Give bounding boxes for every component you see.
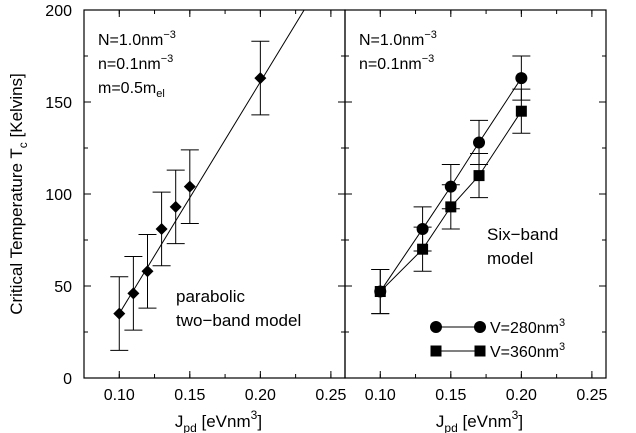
data-layer [371,55,531,315]
y-axis-label-unit: [Kelvins] [7,73,26,142]
model-annotation: two−band model [176,311,301,330]
data-point-circle [515,72,528,85]
data-point-square [515,105,527,117]
x-axis-label-sup: 3 [512,408,519,422]
data-point-diamond [141,265,154,278]
param-sup: −3 [422,53,435,65]
x-tick-label: 0.20 [506,387,537,404]
param-sup: −3 [161,53,174,65]
x-axis-label: Jpd [eVnm3] [436,408,523,433]
data-point-square [417,243,429,255]
legend-label: V=360nm3 [490,341,565,361]
x-axis-label: Jpd [eVnm3] [175,408,262,433]
legend-marker-circle [474,321,486,333]
param-sub: el [156,88,165,100]
x-tick-label: 0.10 [104,387,135,404]
param-text: N=1.0nm−3 [359,29,437,49]
data-point-circle [473,136,486,149]
data-point-diamond [155,222,168,235]
x-axis-label-close: ] [257,412,262,431]
model-annotation: Six−band [487,225,558,244]
x-tick-label: 0.10 [365,387,396,404]
y-axis-label-sub: c [16,142,30,148]
x-tick-label: 0.20 [245,387,276,404]
y-tick-label: 50 [54,279,72,296]
x-axis-label-close: ] [518,412,523,431]
series-square [371,88,531,315]
y-tick-label: 200 [45,3,72,20]
legend-marker-square [430,345,442,357]
x-axis-label-sub: pd [183,421,196,433]
data-point-diamond [183,180,196,193]
param-sup: −3 [424,29,437,41]
legend-marker-square [474,345,486,357]
series-diamond [110,10,305,351]
y-tick-label: 150 [45,95,72,112]
data-point-diamond [254,72,267,85]
param-text: N=1.0nm−3 [98,29,176,49]
legend-label-sup: 3 [559,341,565,353]
x-axis-label-unit: [eVnm [197,412,251,431]
x-tick-label: 0.25 [576,387,607,404]
y-axis-label: Critical Temperature Tc [Kelvins] [7,73,30,315]
data-point-square [473,170,485,182]
panel-right: 0.10 0.15 0.20 0.25 Jpd [eVnm3] N=1.0nm−3 n=0.… [344,9,608,433]
data-point-square [445,201,457,213]
data-point-diamond [113,307,126,320]
panel-left: 0.10 0.15 0.20 0.25 0 50 100 150 200 Jpd [eVnm3] C… [7,3,347,433]
x-axis-label-sup: 3 [251,408,258,422]
x-tick-label: 0.15 [435,387,466,404]
legend-marker-circle [430,321,442,333]
param-text: m=0.5mel [98,80,165,100]
model-annotation: parabolic [176,287,245,306]
data-layer [110,10,305,351]
series-line [118,10,305,314]
model-annotation: model [487,249,533,268]
data-point-diamond [169,200,182,213]
legend-label: V=280nm3 [490,317,565,337]
x-tick-label: 0.15 [174,387,205,404]
data-point-diamond [127,287,140,300]
param-text: n=0.1nm−3 [359,53,434,73]
x-tick-label: 0.25 [315,387,346,404]
x-axis-label-sub: pd [444,421,457,433]
legend-label-sup: 3 [559,317,565,329]
y-tick-label: 0 [63,371,72,388]
x-axis-label-unit: [eVnm [458,412,512,431]
data-point-square [374,286,386,298]
y-tick-label: 100 [45,187,72,204]
param-sup: −3 [163,29,176,41]
param-text: n=0.1nm−3 [98,53,173,73]
